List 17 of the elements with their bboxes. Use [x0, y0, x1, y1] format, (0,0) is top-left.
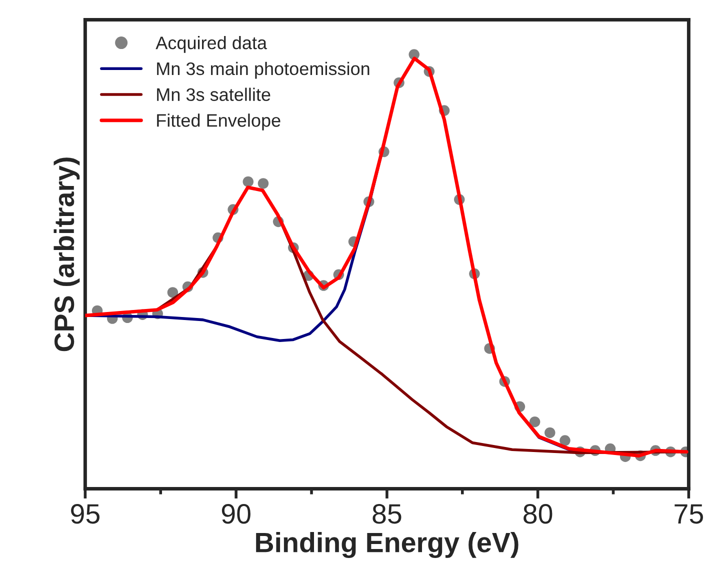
- point: [167, 287, 178, 298]
- point: [529, 416, 540, 428]
- x-tick-label: 90: [222, 504, 250, 524]
- x-tick-label: 95: [71, 504, 100, 524]
- x-axis-title: Binding Energy (eV): [256, 532, 518, 558]
- y-axis-title: CPS (arbitrary): [54, 158, 80, 352]
- legend-label: Mn 3s main photoemission: [157, 62, 370, 79]
- legend-label: Fitted Envelope: [157, 114, 280, 130]
- point: [544, 427, 556, 438]
- point: [242, 176, 254, 188]
- point: [560, 435, 570, 446]
- x-tick-label: 80: [524, 504, 552, 524]
- legend-label: Mn 3s satellite: [157, 88, 270, 102]
- x-tick-label: 85: [372, 504, 402, 524]
- x-tick-label: 75: [674, 504, 703, 524]
- legend-label: Acquired data: [156, 36, 268, 53]
- point: [258, 178, 269, 189]
